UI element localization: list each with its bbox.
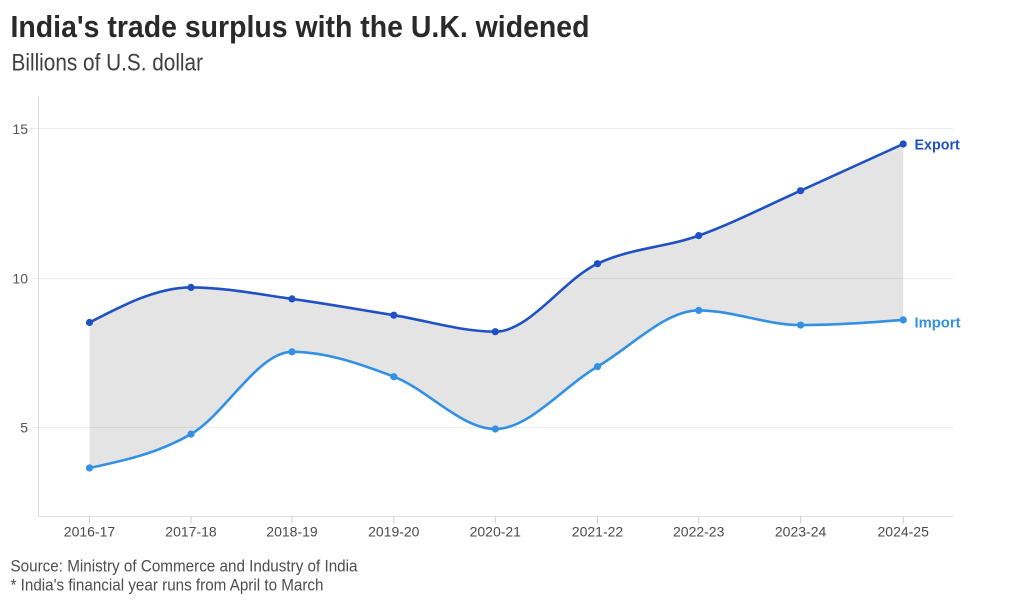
svg-text:* India's financial year runs: * India's financial year runs from April… [11, 576, 324, 594]
svg-text:2023-24: 2023-24 [775, 524, 827, 540]
svg-text:2018-19: 2018-19 [266, 524, 318, 540]
svg-text:2020-21: 2020-21 [470, 524, 522, 540]
svg-text:Source: Ministry of Commerce a: Source: Ministry of Commerce and Industr… [11, 557, 359, 575]
svg-text:2016-17: 2016-17 [64, 524, 116, 540]
svg-text:2021-22: 2021-22 [572, 524, 624, 540]
svg-text:5: 5 [20, 419, 28, 435]
svg-text:2022-23: 2022-23 [673, 524, 725, 540]
svg-text:2017-18: 2017-18 [165, 524, 217, 540]
svg-text:2024-25: 2024-25 [878, 524, 930, 540]
svg-text:Billions of U.S. dollar: Billions of U.S. dollar [12, 50, 204, 77]
svg-text:Import: Import [915, 314, 961, 331]
svg-text:2019-20: 2019-20 [368, 524, 420, 540]
svg-text:15: 15 [12, 121, 28, 137]
svg-text:Export: Export [915, 136, 960, 153]
svg-text:India's trade surplus with the: India's trade surplus with the U.K. wide… [11, 9, 590, 44]
svg-text:10: 10 [12, 270, 28, 286]
